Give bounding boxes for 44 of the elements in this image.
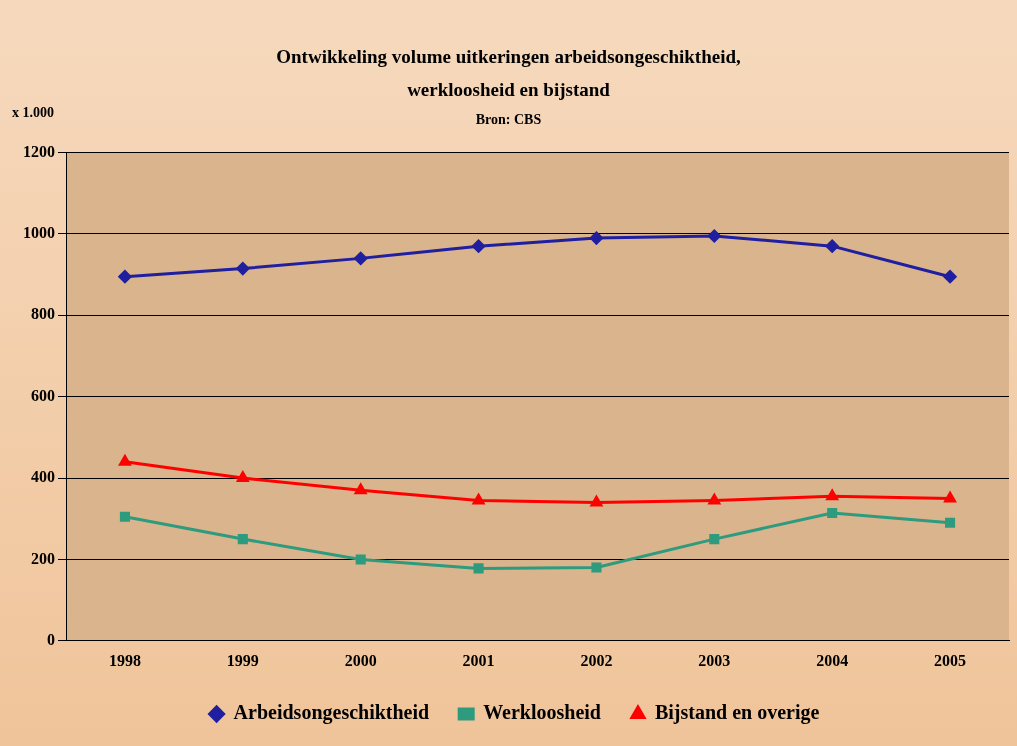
y-tick-label: 800 <box>31 305 55 323</box>
y-tick-label: 1200 <box>23 142 55 160</box>
point <box>826 489 839 501</box>
point <box>354 251 368 265</box>
x-tick-label: 2001 <box>462 651 495 669</box>
point <box>472 493 485 505</box>
point <box>237 534 248 545</box>
point <box>589 231 603 245</box>
x-tick-label: 2005 <box>934 651 967 669</box>
legend-label: Arbeidsongeschiktheid <box>233 701 430 725</box>
legend-label: Werkloosheid <box>483 701 601 724</box>
legend-label: Bijstand en overige <box>654 701 820 725</box>
y-tick-label: 0 <box>47 630 55 648</box>
point <box>119 511 130 522</box>
y-tick-label: 200 <box>31 549 55 567</box>
point <box>472 239 486 253</box>
x-tick-label: 2004 <box>816 651 849 669</box>
point <box>354 483 367 495</box>
point <box>709 534 720 545</box>
x-tick-label: 2002 <box>580 651 613 669</box>
point <box>591 562 602 573</box>
point <box>708 493 721 505</box>
chart-title: Ontwikkeling volume uitkeringen arbeidsongeschiktheid, werkloosheid en bijstand <box>275 45 742 102</box>
y-tick-label: 400 <box>31 468 55 486</box>
y-tick-label: 600 <box>31 386 55 404</box>
point <box>945 517 956 528</box>
point <box>707 229 721 243</box>
y-axis-title: x 1.000 <box>12 105 54 121</box>
y-tick-label: 1000 <box>23 224 55 242</box>
x-tick-label: 1998 <box>108 651 141 669</box>
point <box>355 554 366 565</box>
x-tick-label: 2003 <box>698 651 731 669</box>
point <box>827 508 838 519</box>
x-tick-label: 1999 <box>226 651 259 669</box>
point <box>943 270 957 284</box>
chart-subtitle: Bron: CBS <box>475 112 542 127</box>
point <box>944 491 956 503</box>
x-tick-label: 2000 <box>344 651 377 669</box>
point <box>236 471 249 483</box>
point <box>236 262 250 276</box>
point <box>590 495 603 507</box>
point <box>473 563 484 574</box>
point <box>118 270 132 284</box>
point <box>825 239 839 253</box>
